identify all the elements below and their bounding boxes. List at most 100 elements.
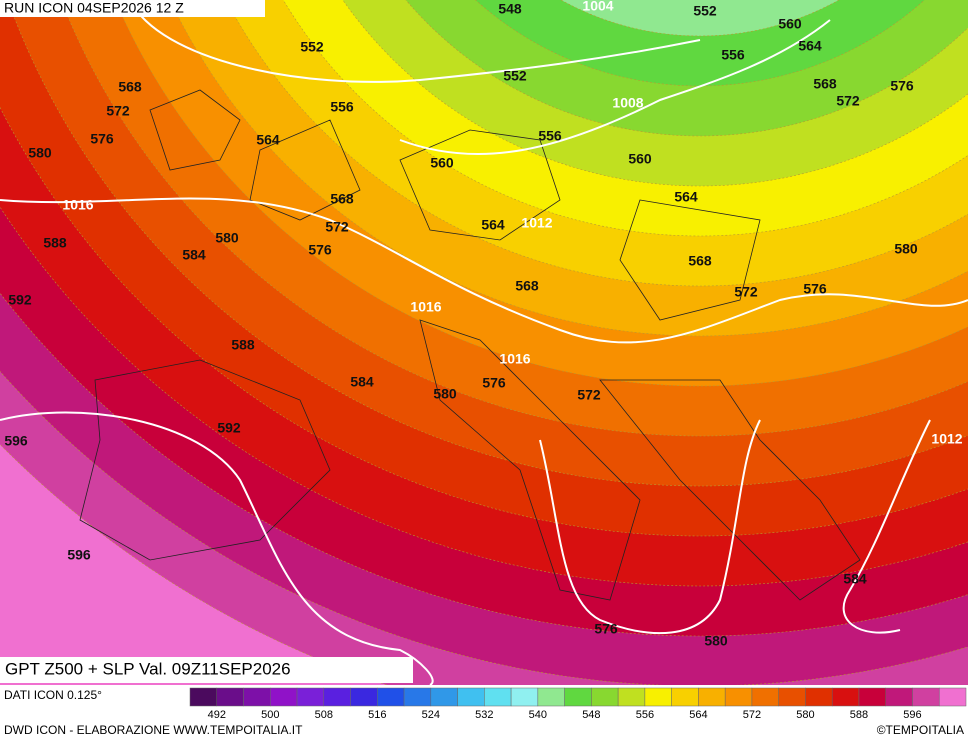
- z500-label: 572: [734, 284, 758, 300]
- isobar: [399, 19, 831, 156]
- slp-label: 1016: [499, 351, 530, 367]
- legend-swatch: [510, 687, 539, 707]
- slp-label: 1008: [612, 95, 643, 111]
- isobar: [129, 0, 701, 83]
- z500-label: 596: [67, 547, 91, 563]
- legend-swatch: [270, 687, 298, 707]
- slp-label: 1016: [410, 299, 441, 315]
- z500-label: 548: [498, 1, 522, 17]
- z500-label: 572: [577, 387, 601, 403]
- legend-swatch: [724, 687, 753, 707]
- legend-swatch: [938, 687, 967, 707]
- legend-swatch: [778, 687, 806, 707]
- z500-label: 560: [430, 155, 454, 171]
- z500-label: 564: [798, 38, 822, 54]
- legend-swatch: [216, 687, 244, 707]
- z500-label: 576: [90, 131, 114, 147]
- band: [560, 0, 840, 37]
- z500-label: 580: [215, 230, 239, 246]
- z500-label: 564: [481, 217, 505, 233]
- legend-swatch: [457, 687, 485, 707]
- legend-swatch: [377, 687, 405, 707]
- legend-swatch: [591, 687, 619, 707]
- legend-tick-label: 492: [208, 709, 226, 721]
- legend-tick-label: 500: [261, 709, 279, 721]
- legend-tick-label: 556: [636, 709, 654, 721]
- z500-label: 568: [813, 76, 837, 92]
- z500-label: 580: [704, 633, 728, 649]
- z500-label: 560: [628, 151, 652, 167]
- data-source: DATI ICON 0.125°: [4, 688, 102, 702]
- slp-label: 1016: [62, 197, 93, 213]
- legend-swatch: [671, 687, 699, 707]
- legend-swatch: [698, 687, 726, 707]
- legend-swatch: [564, 687, 592, 707]
- geography: [0, 0, 968, 685]
- z500-label: 564: [256, 132, 280, 148]
- z500-label: 588: [231, 337, 255, 353]
- legend-tick-label: 572: [743, 709, 761, 721]
- z500-label: 556: [330, 99, 354, 115]
- contour-labels: 548 552 560 552 564 556 552 568 568 556 572 572 576 5…: [4, 0, 962, 649]
- legend-swatch: [430, 687, 458, 707]
- z500-label: 576: [803, 281, 827, 297]
- z500-label: 576: [594, 621, 618, 637]
- legend-swatch: [805, 687, 833, 707]
- z500-label: 568: [515, 278, 539, 294]
- z500-label: 564: [674, 189, 698, 205]
- header-box: [0, 0, 265, 17]
- legend-tick-label: 564: [689, 709, 707, 721]
- z500-label: 556: [721, 47, 745, 63]
- z500-label: 584: [350, 374, 374, 390]
- legend-tick-label: 540: [529, 709, 547, 721]
- credit: DWD ICON - ELABORAZIONE WWW.TEMPOITALIA.…: [4, 723, 303, 737]
- z500-label: 592: [217, 420, 241, 436]
- legend-swatch: [537, 687, 565, 707]
- legend-tick-label: 548: [582, 709, 600, 721]
- isobar: [0, 197, 968, 344]
- z500-label: 572: [325, 219, 349, 235]
- legend-swatch: [296, 687, 325, 707]
- legend-tick-label: 508: [315, 709, 333, 721]
- z500-label: 556: [538, 128, 562, 144]
- legend-swatch: [912, 687, 940, 707]
- z500-label: 596: [4, 433, 28, 449]
- z500-label: 572: [106, 103, 130, 119]
- legend-swatch: [885, 687, 913, 707]
- legend-tick-label: 524: [422, 709, 440, 721]
- z500-label: 568: [330, 191, 354, 207]
- z500-label: 584: [843, 571, 867, 587]
- legend-swatch: [484, 687, 512, 707]
- z500-label: 568: [688, 253, 712, 269]
- z500-label: 580: [28, 145, 52, 161]
- run-label: RUN ICON 04SEP2026 12 Z: [4, 0, 184, 16]
- z500-label: 572: [836, 93, 860, 109]
- legend-swatch: [243, 687, 271, 707]
- title-box: [0, 657, 413, 683]
- legend-tick-label: 516: [368, 709, 386, 721]
- z500-label: 568: [118, 79, 142, 95]
- legend-swatch: [403, 687, 432, 707]
- z500-label: 580: [894, 241, 918, 257]
- legend-swatch: [644, 687, 672, 707]
- legend-swatch: [350, 687, 378, 707]
- isobar: [842, 419, 931, 634]
- legend-tick-label: 588: [850, 709, 868, 721]
- legend-tick-label: 596: [903, 709, 921, 721]
- legend-swatch: [323, 687, 351, 707]
- z500-label: 552: [300, 39, 324, 55]
- z500-label: 576: [482, 375, 506, 391]
- z500-label: 580: [433, 386, 457, 402]
- slp-label: 1004: [582, 0, 613, 14]
- legend-swatch: [617, 687, 646, 707]
- z500-label: 584: [182, 247, 206, 263]
- z500-label: 588: [43, 235, 67, 251]
- z500-label: 592: [8, 292, 32, 308]
- slp-label: 1012: [931, 431, 962, 447]
- legend-tick-label: 532: [475, 709, 493, 721]
- legend-tick-label: 580: [796, 709, 814, 721]
- isobar: [0, 411, 434, 685]
- color-legend: 492 500 508 516 524 532 540 548 556 564 572 580 588 5…: [189, 687, 967, 721]
- copyright: ©TEMPOITALIA: [877, 723, 964, 737]
